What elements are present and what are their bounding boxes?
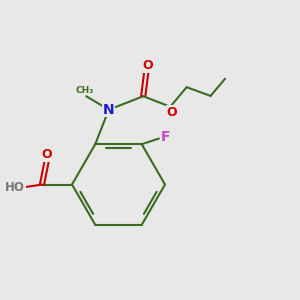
Text: HO: HO xyxy=(5,181,25,194)
Text: CH₃: CH₃ xyxy=(76,86,94,95)
Text: N: N xyxy=(103,103,115,117)
Text: O: O xyxy=(167,106,177,118)
Text: O: O xyxy=(142,59,153,72)
Text: F: F xyxy=(161,130,170,144)
Text: O: O xyxy=(41,148,52,161)
